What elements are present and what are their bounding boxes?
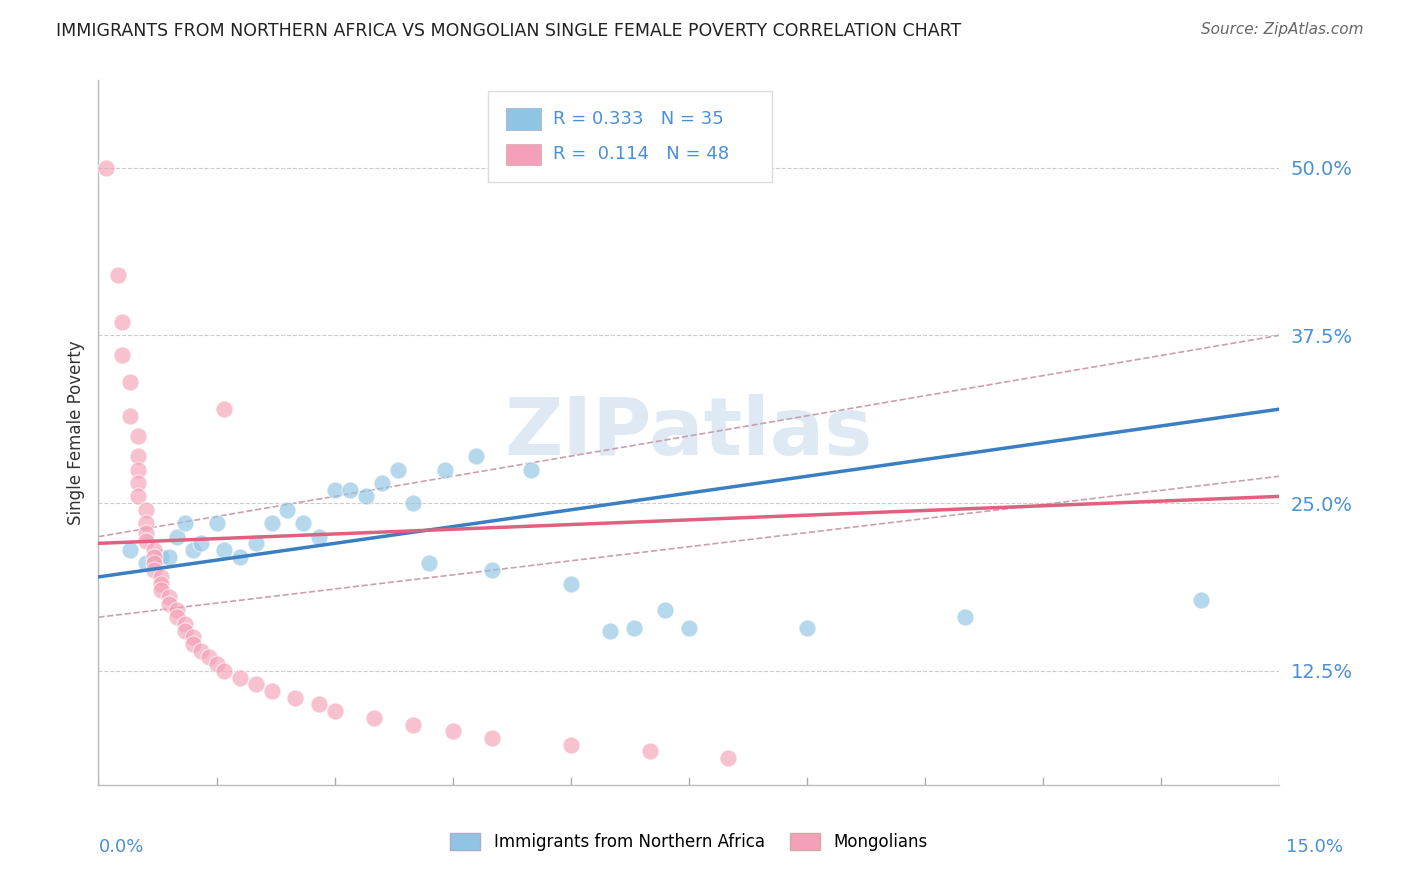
Point	[150, 549, 173, 564]
Point	[111, 348, 134, 362]
Point	[599, 624, 621, 638]
Point	[953, 610, 976, 624]
Point	[214, 543, 236, 558]
Point	[135, 557, 157, 571]
Point	[402, 496, 425, 510]
FancyBboxPatch shape	[506, 144, 541, 165]
Point	[111, 315, 134, 329]
Point	[135, 525, 157, 540]
FancyBboxPatch shape	[506, 109, 541, 129]
Point	[190, 536, 212, 550]
Point	[260, 516, 283, 531]
Point	[166, 530, 188, 544]
Point	[118, 409, 141, 423]
FancyBboxPatch shape	[488, 91, 772, 183]
Text: IMMIGRANTS FROM NORTHERN AFRICA VS MONGOLIAN SINGLE FEMALE POVERTY CORRELATION C: IMMIGRANTS FROM NORTHERN AFRICA VS MONGO…	[56, 22, 962, 40]
Point	[157, 549, 180, 564]
Point	[157, 590, 180, 604]
Point	[387, 462, 409, 476]
Point	[166, 603, 188, 617]
Point	[142, 557, 165, 571]
Point	[107, 268, 129, 282]
Point	[717, 751, 740, 765]
Point	[205, 516, 228, 531]
Text: 15.0%: 15.0%	[1285, 838, 1343, 856]
Point	[433, 462, 456, 476]
Point	[205, 657, 228, 672]
Point	[157, 597, 180, 611]
Point	[245, 677, 267, 691]
Point	[150, 576, 173, 591]
Point	[135, 516, 157, 531]
Point	[135, 503, 157, 517]
Point	[308, 530, 330, 544]
Point	[166, 610, 188, 624]
Text: R = 0.333   N = 35: R = 0.333 N = 35	[553, 110, 724, 128]
Point	[118, 543, 141, 558]
Point	[284, 690, 307, 705]
Point	[520, 462, 543, 476]
Point	[229, 549, 252, 564]
Point	[245, 536, 267, 550]
Point	[174, 516, 197, 531]
Point	[142, 543, 165, 558]
Point	[481, 731, 503, 745]
Point	[441, 724, 464, 739]
Point	[190, 644, 212, 658]
Legend: Immigrants from Northern Africa, Mongolians: Immigrants from Northern Africa, Mongoli…	[444, 826, 934, 858]
Point	[323, 483, 346, 497]
Point	[135, 533, 157, 548]
Point	[118, 376, 141, 390]
Point	[481, 563, 503, 577]
Point	[214, 664, 236, 678]
Point	[623, 621, 645, 635]
Text: 0.0%: 0.0%	[98, 838, 143, 856]
Point	[276, 503, 298, 517]
Point	[638, 744, 661, 758]
Point	[174, 624, 197, 638]
Point	[214, 402, 236, 417]
Point	[796, 621, 818, 635]
Point	[96, 161, 118, 175]
Point	[174, 616, 197, 631]
Point	[127, 489, 149, 503]
Point	[292, 516, 315, 531]
Point	[354, 489, 377, 503]
Point	[181, 630, 204, 644]
Point	[260, 684, 283, 698]
Point	[402, 717, 425, 731]
Point	[181, 543, 204, 558]
Point	[654, 603, 676, 617]
Point	[1189, 592, 1212, 607]
Point	[418, 557, 440, 571]
Point	[127, 462, 149, 476]
Y-axis label: Single Female Poverty: Single Female Poverty	[66, 341, 84, 524]
Point	[181, 637, 204, 651]
Point	[678, 621, 700, 635]
Point	[229, 671, 252, 685]
Point	[127, 449, 149, 463]
Point	[150, 570, 173, 584]
Point	[127, 429, 149, 443]
Point	[197, 650, 219, 665]
Point	[127, 475, 149, 490]
Point	[465, 449, 488, 463]
Point	[339, 483, 361, 497]
Point	[560, 738, 582, 752]
Point	[371, 475, 394, 490]
Point	[142, 563, 165, 577]
Text: ZIPatlas: ZIPatlas	[505, 393, 873, 472]
Point	[560, 576, 582, 591]
Point	[323, 704, 346, 718]
Point	[308, 698, 330, 712]
Point	[363, 711, 385, 725]
Text: R =  0.114   N = 48: R = 0.114 N = 48	[553, 145, 730, 163]
Point	[150, 583, 173, 598]
Text: Source: ZipAtlas.com: Source: ZipAtlas.com	[1201, 22, 1364, 37]
Point	[142, 549, 165, 564]
